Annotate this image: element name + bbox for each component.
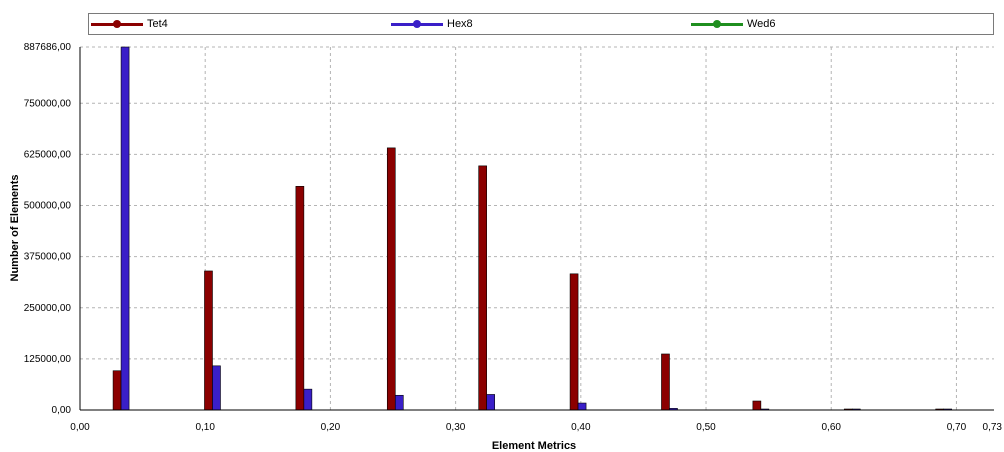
legend-item-wed6: Wed6	[691, 14, 776, 34]
x-axis-title: Element Metrics	[492, 440, 576, 452]
x-tick-label-7: 0,70	[947, 422, 967, 433]
bar-tet4-0	[112, 370, 122, 411]
legend-swatch-tet4	[91, 19, 143, 28]
bars-group	[112, 46, 952, 411]
legend-item-hex8: Hex8	[391, 14, 473, 34]
y-tick-label-4: 500000,00	[24, 201, 72, 212]
x-tick-labels: 0,00 0,10 0,20 0,30 0,40 0,50 0,60 0,70 0,73	[70, 422, 1002, 433]
x-tick-label-8: 0,73	[983, 422, 1003, 433]
x-tick-label-1: 0,10	[195, 422, 215, 433]
bar-tet4-6	[661, 353, 670, 411]
bar-tet4-4	[478, 165, 487, 411]
bar-hex8-5	[577, 402, 587, 411]
x-tick-label-6: 0,60	[821, 422, 841, 433]
y-tick-label-6: 750000,00	[24, 98, 72, 109]
bar-tet4-5	[569, 273, 579, 411]
y-tick-label-1: 125000,00	[24, 354, 72, 365]
bar-tet4-3	[386, 147, 396, 411]
bar-hex8-0	[120, 46, 130, 411]
x-tick-label-5: 0,50	[696, 422, 716, 433]
bar-hex8-2	[303, 388, 313, 411]
y-tick-label-7: 887686,00	[24, 42, 72, 53]
x-tick-label-0: 0,00	[70, 422, 90, 433]
y-axis-title: Number of Elements	[9, 175, 21, 282]
axes	[79, 47, 994, 411]
x-tick-label-4: 0,40	[571, 422, 591, 433]
legend-swatch-wed6	[691, 19, 743, 28]
bar-hex8-4	[486, 394, 495, 411]
bar-tet4-2	[295, 186, 305, 411]
y-tick-labels: 0,00 125000,00 250000,00 375000,00 500000,00…	[24, 42, 72, 416]
legend-swatch-hex8	[391, 19, 443, 28]
y-tick-label-3: 375000,00	[24, 252, 72, 263]
legend-label-wed6: Wed6	[747, 18, 776, 30]
legend-item-tet4: Tet4	[91, 14, 168, 34]
chart-legend: Tet4 Hex8 Wed6	[88, 13, 994, 35]
bar-hex8-3	[394, 394, 404, 411]
x-tick-label-2: 0,20	[321, 422, 341, 433]
y-tick-label-0: 0,00	[52, 405, 72, 416]
legend-label-tet4: Tet4	[147, 18, 168, 30]
grid-lines	[80, 46, 994, 410]
bar-tet4-1	[204, 270, 213, 411]
legend-label-hex8: Hex8	[447, 18, 473, 30]
x-tick-label-3: 0,30	[446, 422, 466, 433]
bar-hex8-1	[212, 365, 221, 411]
bar-tet4-7	[752, 400, 762, 411]
y-tick-label-2: 250000,00	[24, 303, 72, 314]
y-tick-label-5: 625000,00	[24, 149, 72, 160]
